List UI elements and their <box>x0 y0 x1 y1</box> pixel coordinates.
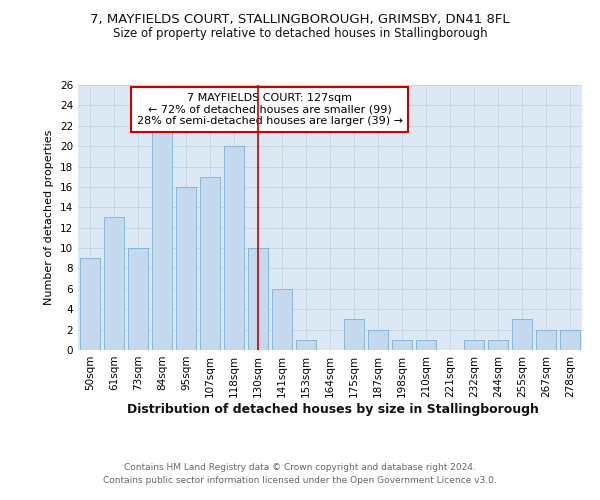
Bar <box>176 187 196 350</box>
Bar <box>464 340 484 350</box>
Bar <box>536 330 556 350</box>
Bar <box>128 248 148 350</box>
Text: Distribution of detached houses by size in Stallingborough: Distribution of detached houses by size … <box>127 402 539 415</box>
Text: Contains HM Land Registry data © Crown copyright and database right 2024.: Contains HM Land Registry data © Crown c… <box>124 462 476 471</box>
Bar <box>344 320 364 350</box>
Bar <box>200 176 220 350</box>
Bar <box>368 330 388 350</box>
Text: 7, MAYFIELDS COURT, STALLINGBOROUGH, GRIMSBY, DN41 8FL: 7, MAYFIELDS COURT, STALLINGBOROUGH, GRI… <box>90 12 510 26</box>
Bar <box>152 126 172 350</box>
Bar <box>296 340 316 350</box>
Text: Contains public sector information licensed under the Open Government Licence v3: Contains public sector information licen… <box>103 476 497 485</box>
Bar <box>248 248 268 350</box>
Bar <box>560 330 580 350</box>
Y-axis label: Number of detached properties: Number of detached properties <box>44 130 55 305</box>
Bar <box>272 289 292 350</box>
Bar <box>104 218 124 350</box>
Text: Size of property relative to detached houses in Stallingborough: Size of property relative to detached ho… <box>113 28 487 40</box>
Text: 7 MAYFIELDS COURT: 127sqm
← 72% of detached houses are smaller (99)
28% of semi-: 7 MAYFIELDS COURT: 127sqm ← 72% of detac… <box>137 93 403 126</box>
Bar <box>416 340 436 350</box>
Bar <box>488 340 508 350</box>
Bar <box>80 258 100 350</box>
Bar <box>392 340 412 350</box>
Bar <box>512 320 532 350</box>
Bar <box>224 146 244 350</box>
